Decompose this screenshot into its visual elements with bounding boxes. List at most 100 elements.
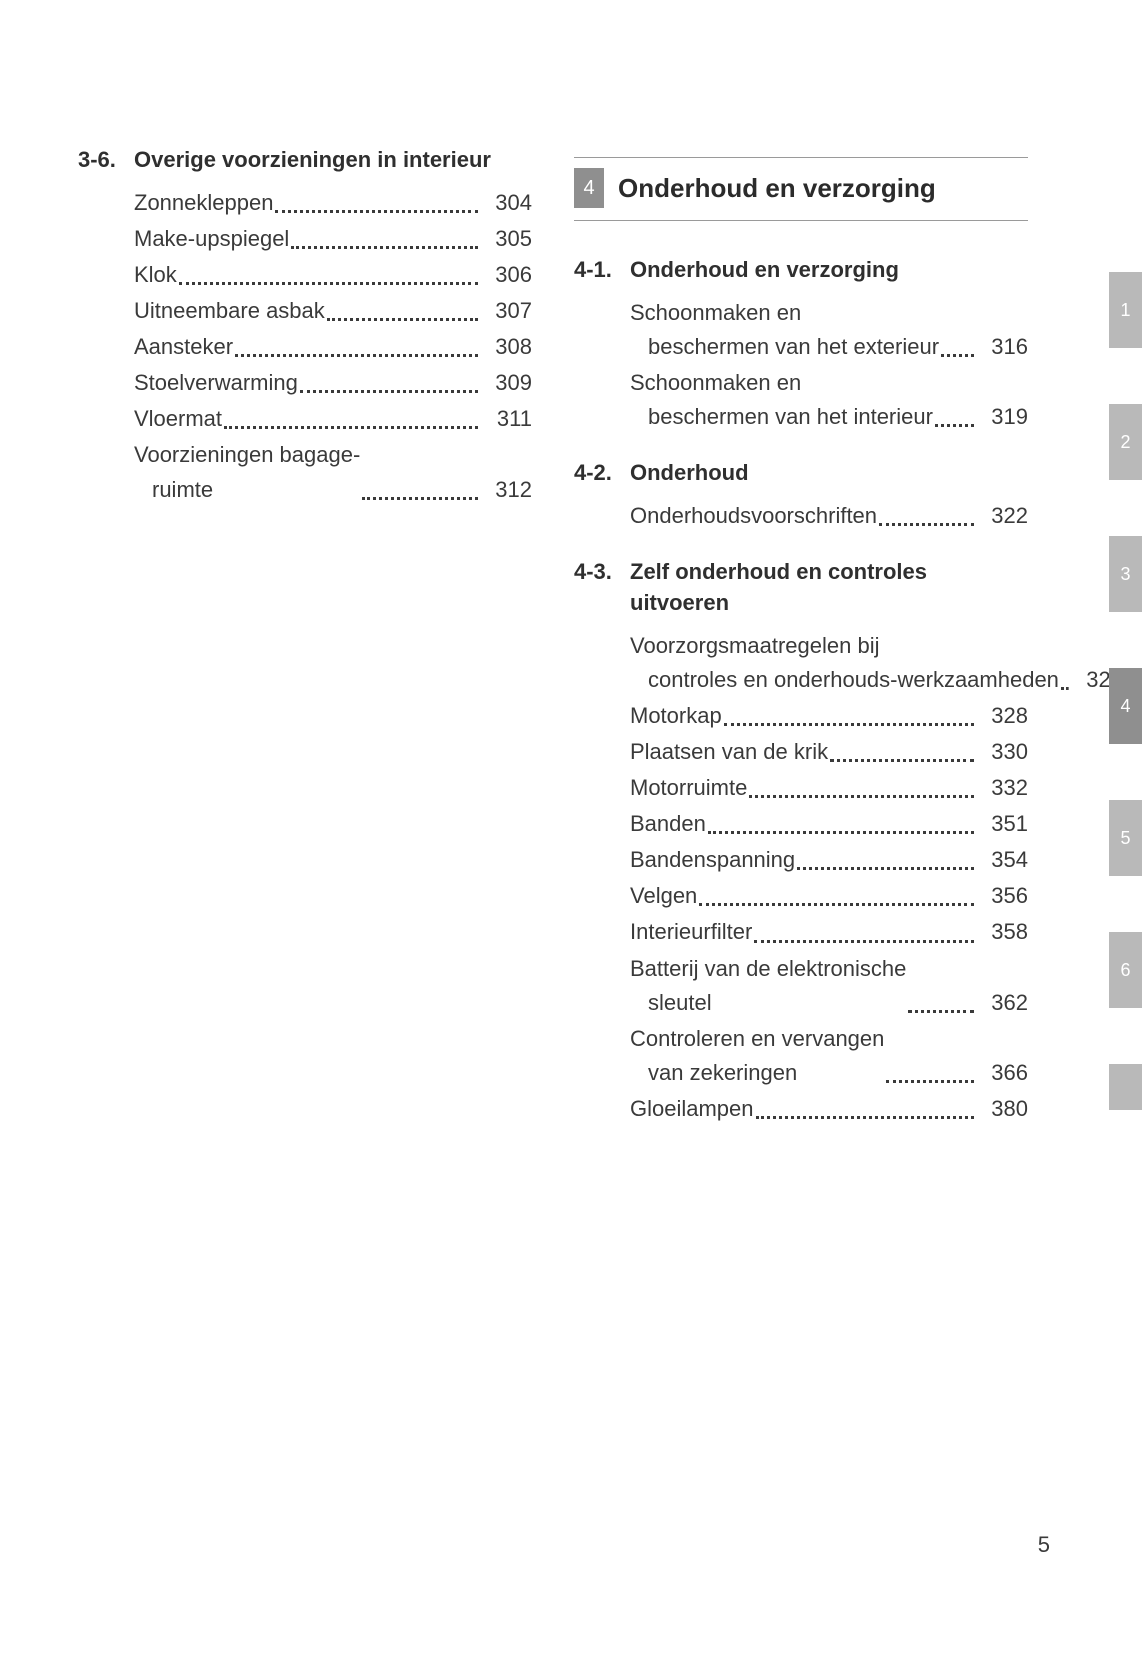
toc-item-page: 362: [978, 986, 1028, 1020]
chapter-rule-bottom: [574, 220, 1028, 221]
side-tab[interactable]: 5: [1109, 800, 1142, 876]
toc-item-page: 358: [978, 915, 1028, 949]
chapter-header: 4 Onderhoud en verzorging: [574, 157, 1028, 221]
toc-item[interactable]: Uitneembare asbak307: [78, 294, 532, 328]
toc-item[interactable]: Aansteker 308: [78, 330, 532, 364]
toc-item-page: 366: [978, 1056, 1028, 1090]
toc-item-label-cont: sleutel: [630, 986, 906, 1020]
side-tab[interactable]: 4: [1109, 668, 1142, 744]
section-heading: 3-6.Overige voorzieningen in interieur: [78, 145, 532, 176]
toc-item[interactable]: Voorzorgsmaatregelen bijcontroles en ond…: [574, 629, 1028, 697]
chapter-row: 4 Onderhoud en verzorging: [574, 158, 1028, 220]
toc-item-page: 312: [482, 473, 532, 507]
toc-item-page: 356: [978, 879, 1028, 913]
toc-section: 4-3.Zelf onderhoud en controles uitvoere…: [574, 557, 1028, 1126]
side-tab[interactable]: 2: [1109, 404, 1142, 480]
toc-item-label: Interieurfilter: [630, 915, 752, 949]
toc-item-label: Aansteker: [134, 330, 233, 364]
toc-item[interactable]: Motorruimte332: [574, 771, 1028, 805]
section-title: Overige voorzieningen in interieur: [134, 145, 532, 176]
toc-leader-dots: [291, 246, 478, 249]
toc-item-label-cont: van zekeringen: [630, 1056, 884, 1090]
page-number: 5: [1038, 1532, 1050, 1558]
toc-leader-dots: [754, 940, 974, 943]
toc-leader-dots: [724, 723, 974, 726]
toc-item[interactable]: Zonnekleppen304: [78, 186, 532, 220]
toc-item-label: Banden: [630, 807, 706, 841]
side-tab[interactable]: 3: [1109, 536, 1142, 612]
toc-item[interactable]: Plaatsen van de krik 330: [574, 735, 1028, 769]
toc-item[interactable]: Velgen 356: [574, 879, 1028, 913]
chapter-badge: 4: [574, 168, 604, 208]
toc-leader-dots: [749, 795, 974, 798]
section-number: 4-1.: [574, 255, 630, 286]
toc-item-page: 311: [482, 402, 532, 436]
toc-item-label: Onderhoudsvoorschriften: [630, 499, 877, 533]
content-columns: 3-6.Overige voorzieningen in interieur Zo…: [78, 145, 1064, 1150]
section-heading: 4-1.Onderhoud en verzorging: [574, 255, 1028, 286]
section-title: Onderhoud en verzorging: [630, 255, 1028, 286]
toc-item[interactable]: Batterij van de elektronischesleutel 362: [574, 952, 1028, 1020]
toc-item-label: Schoonmaken enbeschermen van het interie…: [630, 366, 933, 434]
toc-leader-dots: [300, 390, 478, 393]
chapter-title: Onderhoud en verzorging: [618, 173, 936, 204]
toc-item-page: 351: [978, 807, 1028, 841]
toc-leader-dots: [235, 354, 478, 357]
section-title: Onderhoud: [630, 458, 1028, 489]
toc-item-label-cont: ruimte: [134, 473, 360, 507]
toc-item-label: Plaatsen van de krik: [630, 735, 828, 769]
toc-item-page: 332: [978, 771, 1028, 805]
toc-item[interactable]: Schoonmaken enbeschermen van het interie…: [574, 366, 1028, 434]
toc-leader-dots: [699, 903, 974, 906]
toc-item[interactable]: Gloeilampen380: [574, 1092, 1028, 1126]
toc-item-label-cont: beschermen van het interieur: [630, 400, 933, 434]
section-number: 3-6.: [78, 145, 134, 176]
side-tab[interactable]: 6: [1109, 932, 1142, 1008]
toc-item-label-cont: controles en onderhouds-werkzaamheden: [630, 663, 1059, 697]
toc-item-page: 330: [978, 735, 1028, 769]
toc-item[interactable]: Banden 351: [574, 807, 1028, 841]
toc-item[interactable]: Interieurfilter 358: [574, 915, 1028, 949]
toc-leader-dots: [224, 426, 478, 429]
toc-item-label-cont: beschermen van het exterieur: [630, 330, 939, 364]
toc-item-page: 380: [978, 1092, 1028, 1126]
toc-item-label: Motorkap: [630, 699, 722, 733]
toc-item-page: 305: [482, 222, 532, 256]
toc-item[interactable]: Stoelverwarming309: [78, 366, 532, 400]
side-tab[interactable]: [1109, 1064, 1142, 1110]
section-heading: 4-2.Onderhoud: [574, 458, 1028, 489]
toc-item-page: 307: [482, 294, 532, 328]
toc-item[interactable]: Vloermat 311: [78, 402, 532, 436]
toc-item[interactable]: Make-upspiegel305: [78, 222, 532, 256]
toc-item[interactable]: Controleren en vervangenvan zekeringen36…: [574, 1022, 1028, 1090]
toc-item[interactable]: Voorzieningen bagage-ruimte312: [78, 438, 532, 506]
toc-section: 4-1.Onderhoud en verzorging Schoonmaken e…: [574, 255, 1028, 434]
toc-item-label: Vloermat: [134, 402, 222, 436]
page-container: 3-6.Overige voorzieningen in interieur Zo…: [0, 0, 1142, 1654]
toc-item[interactable]: Onderhoudsvoorschriften 322: [574, 499, 1028, 533]
toc-leader-dots: [935, 424, 974, 427]
toc-leader-dots: [908, 1010, 974, 1013]
toc-item-label: Klok: [134, 258, 177, 292]
toc-item-label: Voorzorgsmaatregelen bijcontroles en ond…: [630, 629, 1059, 697]
toc-item-page: 354: [978, 843, 1028, 877]
toc-item-page: 322: [978, 499, 1028, 533]
toc-leader-dots: [362, 497, 478, 500]
toc-item[interactable]: Schoonmaken enbeschermen van het exterie…: [574, 296, 1028, 364]
toc-item[interactable]: Bandenspanning354: [574, 843, 1028, 877]
toc-leader-dots: [1061, 687, 1069, 690]
toc-leader-dots: [327, 318, 478, 321]
toc-item-label: Batterij van de elektronischesleutel: [630, 952, 906, 1020]
section-number: 4-2.: [574, 458, 630, 489]
toc-section: 4-2.Onderhoud Onderhoudsvoorschriften 322: [574, 458, 1028, 533]
toc-item-page: 308: [482, 330, 532, 364]
toc-leader-dots: [830, 759, 974, 762]
side-tab[interactable]: 1: [1109, 272, 1142, 348]
toc-item-page: 304: [482, 186, 532, 220]
toc-item-label: Velgen: [630, 879, 697, 913]
toc-leader-dots: [756, 1116, 974, 1119]
toc-item[interactable]: Klok306: [78, 258, 532, 292]
toc-item[interactable]: Motorkap328: [574, 699, 1028, 733]
toc-leader-dots: [179, 282, 478, 285]
toc-leader-dots: [941, 354, 974, 357]
